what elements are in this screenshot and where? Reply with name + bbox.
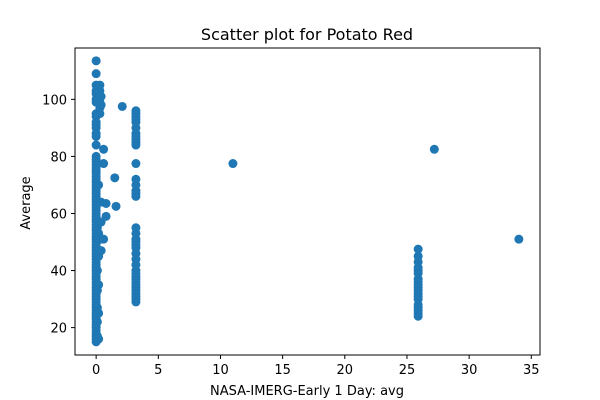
data-point <box>514 234 524 244</box>
data-point <box>131 223 141 233</box>
data-point <box>131 174 141 184</box>
x-tick-label: 25 <box>399 363 416 378</box>
plot-frame <box>74 47 541 356</box>
data-point <box>91 151 101 161</box>
data-point <box>91 56 101 66</box>
data-point <box>94 280 104 290</box>
x-tick-label: 35 <box>523 363 540 378</box>
data-point <box>131 106 141 116</box>
y-tick-label: 60 <box>50 207 67 222</box>
y-tick-label: 20 <box>50 322 67 337</box>
data-point <box>110 173 120 183</box>
data-point <box>413 251 423 261</box>
y-axis-label: Average <box>19 176 34 229</box>
data-point <box>99 234 109 244</box>
data-point <box>95 80 105 90</box>
x-tick-label: 30 <box>461 363 478 378</box>
data-point <box>99 159 109 169</box>
chart-title: Scatter plot for Potato Red <box>201 25 413 44</box>
points-layer <box>91 56 524 347</box>
data-point <box>96 92 106 101</box>
data-point <box>92 266 102 276</box>
data-point <box>429 144 439 154</box>
x-tick-label: 15 <box>274 363 291 378</box>
data-point <box>228 159 238 169</box>
y-tick-label: 80 <box>50 150 67 165</box>
y-ticks: 20 40 60 80 100 <box>42 93 75 337</box>
data-point <box>99 144 109 154</box>
y-tick-label: 100 <box>42 93 67 108</box>
data-point <box>91 140 101 150</box>
x-ticks: 0 5 10 15 20 25 30 35 <box>92 355 540 378</box>
data-point <box>96 246 106 256</box>
x-tick-label: 20 <box>337 363 354 378</box>
data-point <box>111 201 121 211</box>
x-tick-label: 10 <box>212 363 229 378</box>
data-point <box>101 199 111 208</box>
y-tick-label: 40 <box>50 265 67 280</box>
data-point <box>92 317 102 327</box>
data-point <box>94 308 104 318</box>
data-point <box>91 69 101 79</box>
data-point <box>117 101 127 111</box>
data-point <box>96 100 106 110</box>
x-axis-label: NASA-IMERG-Early 1 Day: avg <box>210 384 404 399</box>
data-point <box>413 244 423 254</box>
x-tick-label: 5 <box>154 363 162 378</box>
data-point <box>94 334 104 344</box>
x-tick-label: 0 <box>92 363 100 378</box>
data-point <box>131 159 141 169</box>
data-point <box>94 180 104 190</box>
data-point <box>101 211 111 221</box>
